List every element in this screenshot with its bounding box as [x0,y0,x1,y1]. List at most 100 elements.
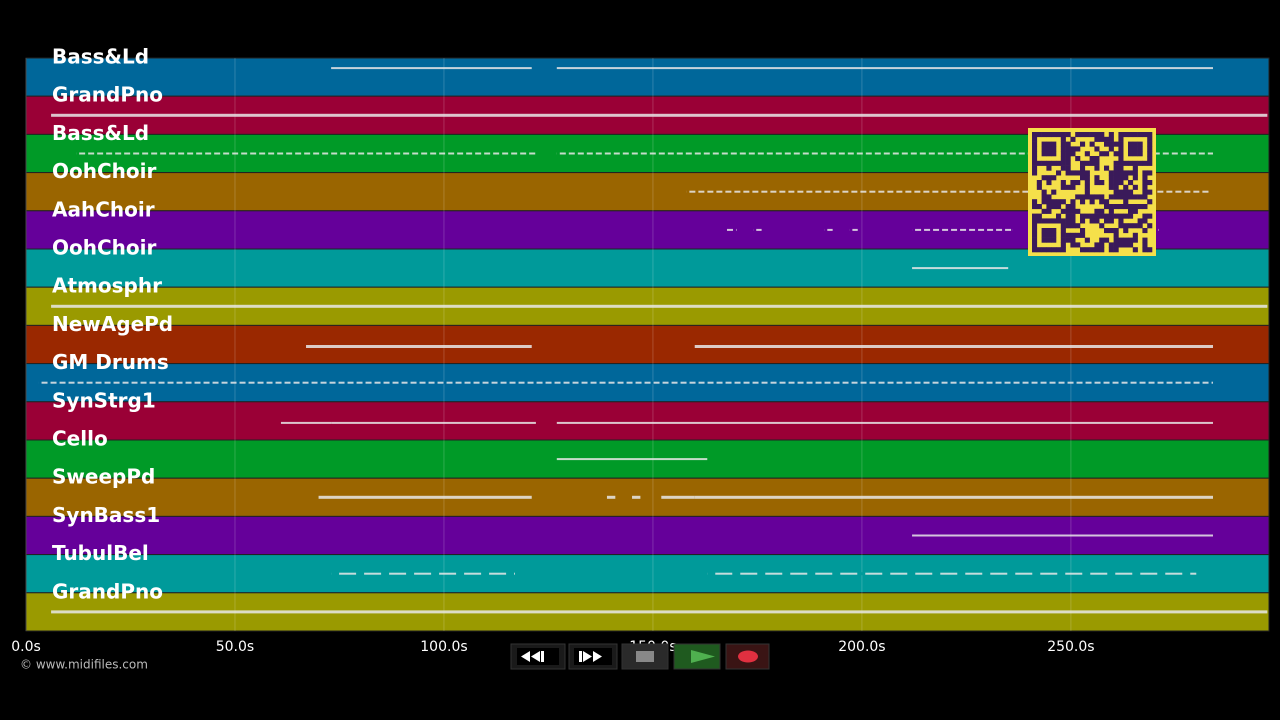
qr-cell [1147,213,1153,219]
qr-cell [1113,160,1119,166]
qr-cell [1108,180,1114,186]
qr-cell [1128,160,1134,166]
qr-cell [1060,132,1066,138]
qr-cell [1099,223,1105,229]
qr-cell [1128,141,1134,147]
qr-cell [1118,218,1124,224]
qr-cell [1147,180,1153,186]
note-span [849,228,858,231]
qr-cell [1075,132,1081,138]
qr-cell [1094,165,1100,171]
qr-cell [1065,184,1071,190]
qr-cell [1094,156,1100,162]
qr-cell [1080,247,1086,253]
qr-cell [1070,237,1076,243]
qr-cell [1108,132,1114,138]
qr-cell [1142,175,1148,181]
qr-cell [1046,208,1052,214]
qr-cell [1051,232,1057,238]
qr-cell [1118,146,1124,152]
stop-button[interactable] [621,643,669,670]
forward-button[interactable] [568,643,618,670]
qr-cell [1051,237,1057,243]
qr-cell [1036,213,1042,219]
qr-cell [1094,213,1100,219]
qr-cell [1099,180,1105,186]
qr-cell [1065,218,1071,224]
qr-cell [1056,213,1062,219]
qr-cell [1080,132,1086,138]
qr-cell [1075,208,1081,214]
qr-cell [1032,223,1038,229]
tick-label: 250.0s [1047,639,1094,655]
qr-cell [1060,141,1066,147]
qr-cell [1132,208,1138,214]
qr-cell [1128,194,1134,200]
qr-cell [1128,170,1134,176]
qr-cell [1070,242,1076,248]
qr-cell [1032,156,1038,162]
qr-cell [1070,170,1076,176]
qr-cell [1041,141,1047,147]
qr-code [1028,128,1156,256]
qr-cell [1036,247,1042,253]
qr-cell [1041,146,1047,152]
qr-cell [1032,232,1038,238]
qr-cell [1089,213,1095,219]
qr-cell [1032,165,1038,171]
qr-cell [1075,156,1081,162]
qr-cell [1084,180,1090,186]
rewind-button[interactable] [510,643,566,670]
note-span [912,228,1013,231]
qr-cell [1032,199,1038,205]
qr-cell [1041,175,1047,181]
qr-cell [1108,170,1114,176]
note-span [723,228,737,231]
qr-cell [1094,242,1100,248]
qr-cell [1080,141,1086,147]
qr-cell [1104,165,1110,171]
qr-cell [1147,156,1153,162]
qr-cell [1051,228,1057,234]
record-button[interactable] [725,643,770,670]
qr-cell [1051,132,1057,138]
qr-cell [1099,151,1105,157]
qr-cell [1046,146,1052,152]
qr-cell [1094,180,1100,186]
qr-cell [1147,151,1153,157]
qr-cell [1084,151,1090,157]
qr-cell [1137,194,1143,200]
qr-cell [1075,146,1081,152]
track-label: Bass&Ld [52,121,149,145]
qr-cell [1060,160,1066,166]
qr-cell [1123,242,1129,248]
qr-cell [1041,218,1047,224]
play-button[interactable] [673,643,721,670]
qr-cell [1046,175,1052,181]
qr-cell [1118,151,1124,157]
qr-cell [1132,141,1138,147]
qr-cell [1123,170,1129,176]
qr-cell [1094,175,1100,181]
note-span [556,152,1213,155]
qr-cell [1036,160,1042,166]
qr-cell [1051,160,1057,166]
qr-cell [1065,160,1071,166]
qr-cell [1123,160,1129,166]
qr-cell [1128,204,1134,210]
qr-cell [1065,146,1071,152]
qr-cell [1089,160,1095,166]
qr-cell [1118,160,1124,166]
qr-cell [1108,208,1114,214]
qr-cell [1123,175,1129,181]
qr-cell [1065,170,1071,176]
qr-cell [1099,208,1105,214]
qr-cell [1123,199,1129,205]
qr-cell [1104,151,1110,157]
qr-cell [1094,146,1100,152]
tick-label: 100.0s [420,639,467,655]
qr-cell [1104,204,1110,210]
qr-cell [1060,199,1066,205]
qr-cell [1142,213,1148,219]
qr-cell [1060,208,1066,214]
